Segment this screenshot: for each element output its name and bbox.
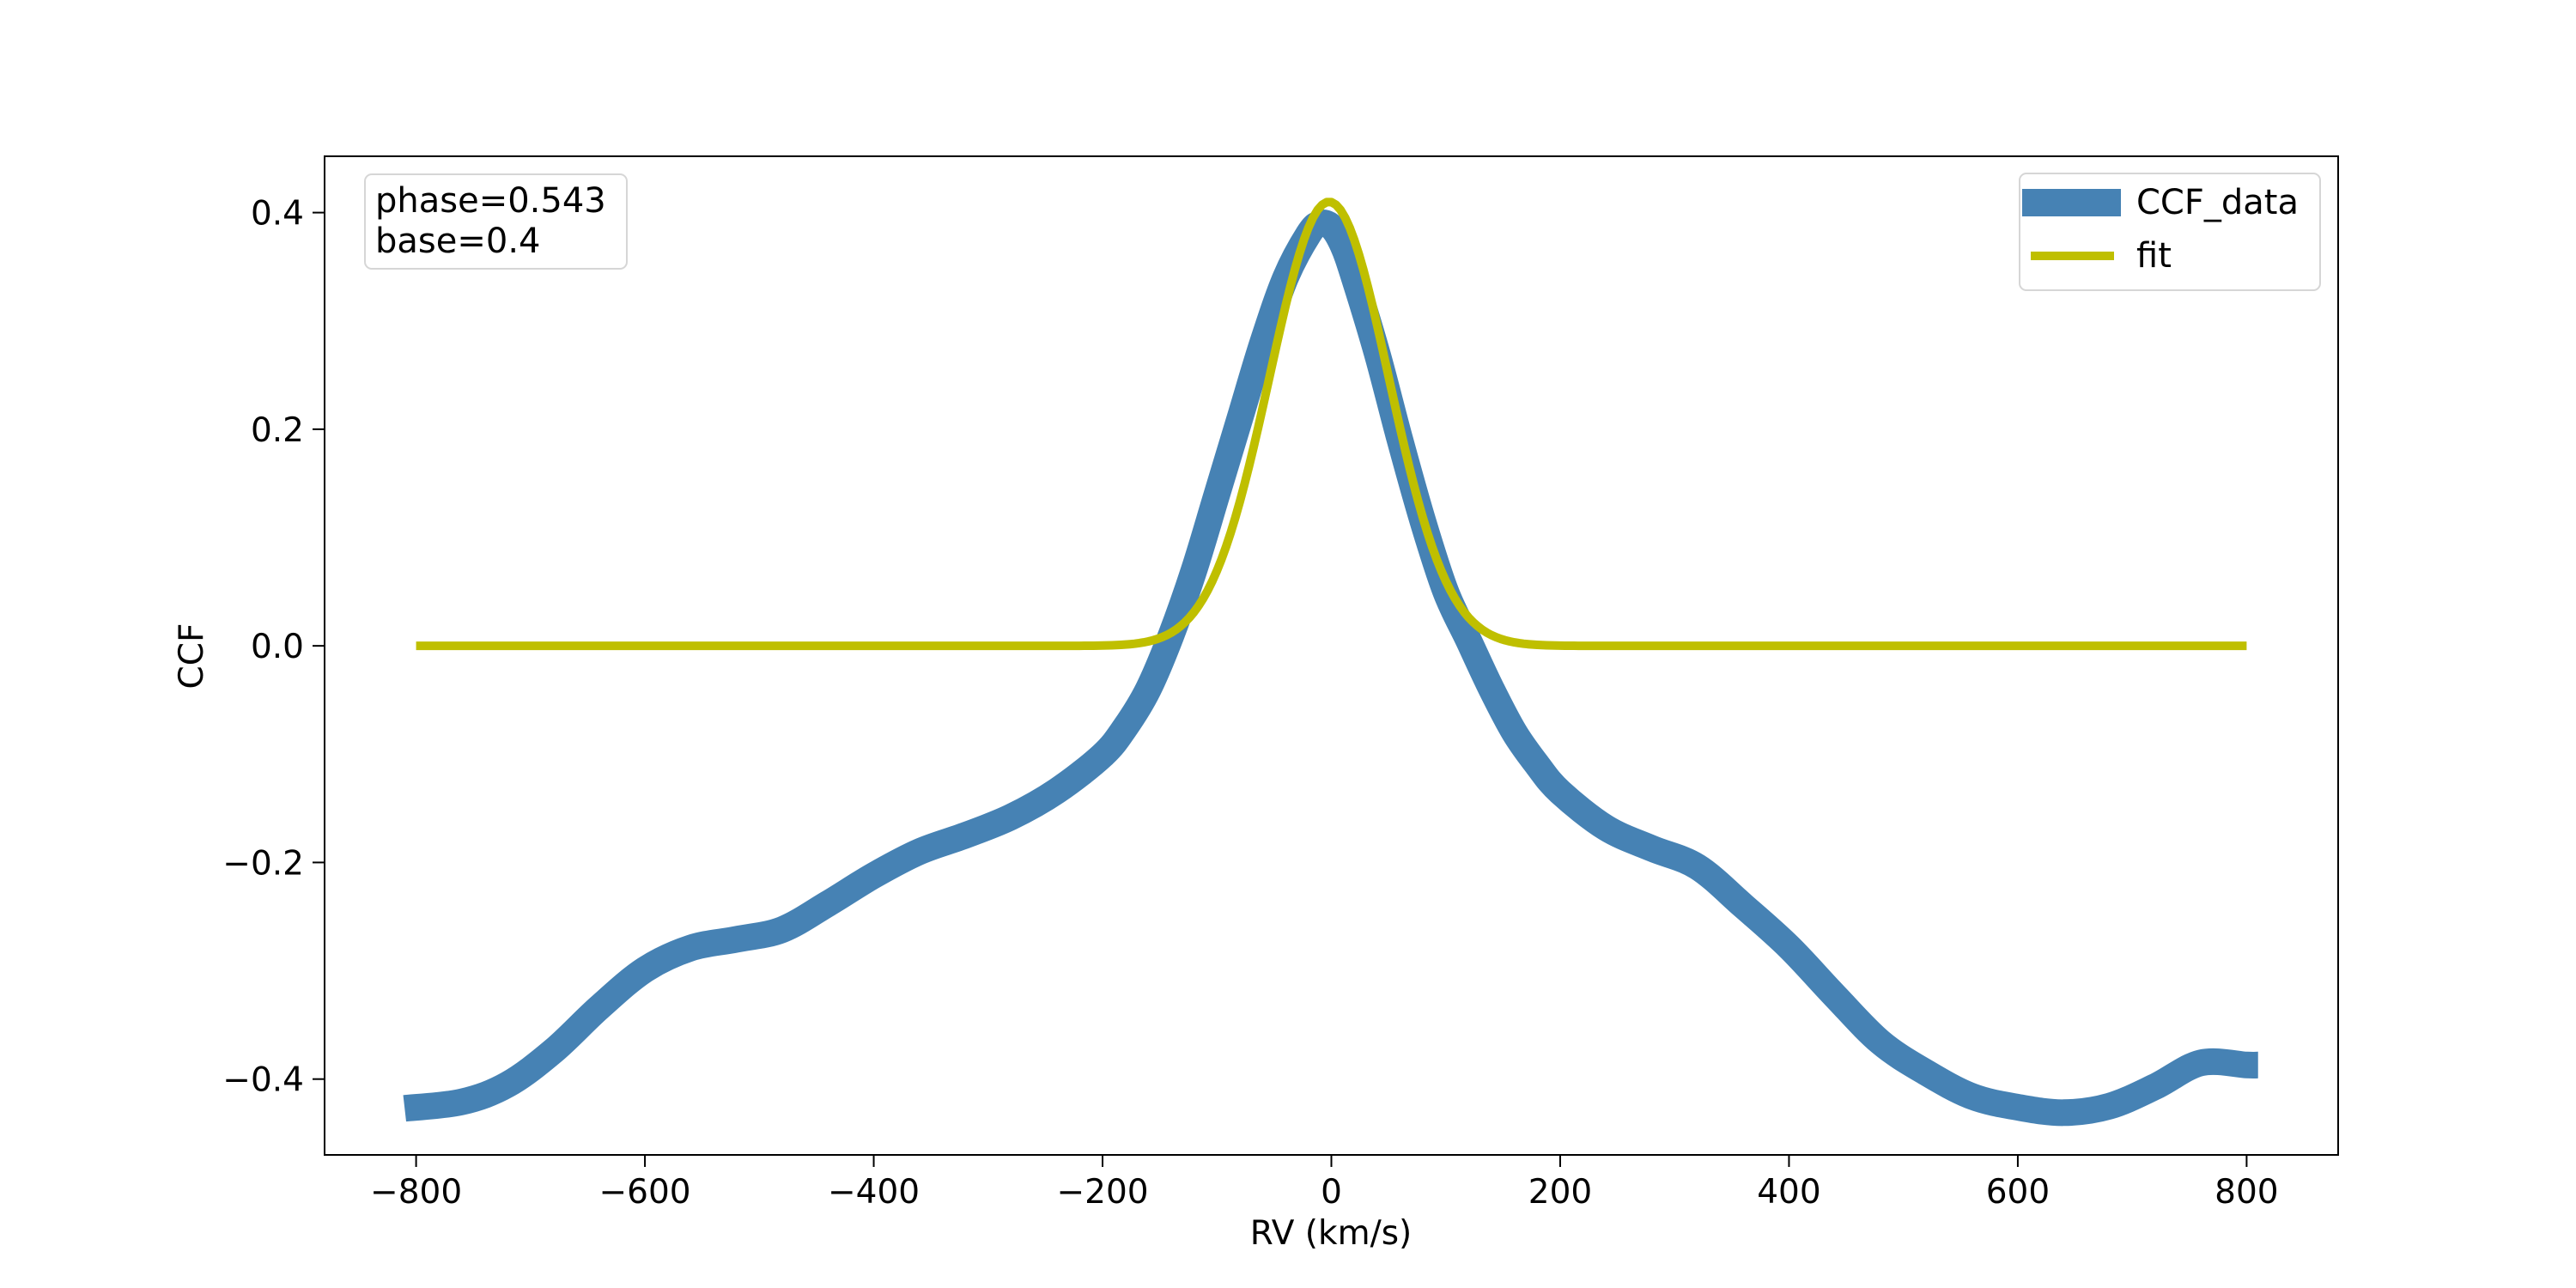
y-tick-label: −0.4 (222, 1061, 304, 1100)
x-tick-label: 600 (1986, 1173, 2050, 1212)
x-tick-label: −600 (599, 1173, 691, 1212)
y-tick-label: 0.0 (251, 628, 304, 666)
fit-line (416, 197, 2247, 651)
x-tick-label: 800 (2215, 1173, 2278, 1212)
ccf-data-series (403, 210, 2260, 1127)
fit-series (416, 197, 2247, 651)
x-axis-ticks: −800 −600 −400 −200 0 200 400 600 800 (370, 1155, 2279, 1212)
x-tick-label: −200 (1056, 1173, 1148, 1212)
ccf-data-line (403, 210, 2260, 1127)
x-tick-label: −800 (370, 1173, 462, 1212)
x-tick-label: 400 (1757, 1173, 1820, 1212)
legend: CCF_data fit (2019, 173, 2321, 291)
y-axis-label: CCF (173, 623, 211, 690)
x-axis-label: RV (km/s) (1250, 1214, 1413, 1253)
y-axis-ticks: −0.4 −0.2 0.0 0.2 0.4 (222, 195, 325, 1100)
annotation-line-phase: phase=0.543 (375, 181, 606, 221)
x-tick-label: −400 (828, 1173, 920, 1212)
y-tick-label: 0.4 (251, 195, 304, 234)
legend-label-ccf-data: CCF_data (2136, 183, 2299, 222)
legend-label-fit: fit (2136, 236, 2172, 276)
annotation-box: phase=0.543 base=0.4 (364, 173, 628, 270)
y-tick-label: −0.2 (222, 844, 304, 883)
x-tick-label: 0 (1321, 1173, 1342, 1212)
x-tick-label: 200 (1528, 1173, 1592, 1212)
annotation-frame (364, 173, 628, 270)
annotation-line-base: base=0.4 (375, 222, 540, 261)
y-tick-label: 0.2 (251, 411, 304, 450)
